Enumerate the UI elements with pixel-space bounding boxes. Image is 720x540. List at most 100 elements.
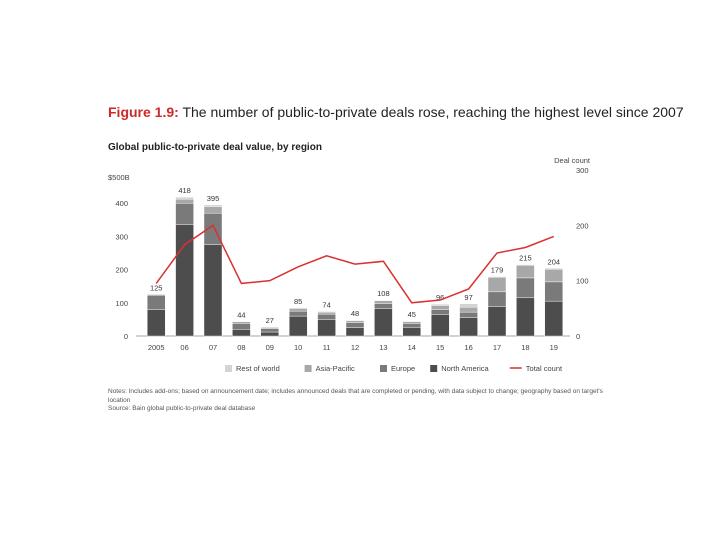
bar-segment-asia-pacific: [146, 294, 166, 296]
bar-segment-asia-pacific: [544, 269, 563, 283]
bar-total-label: 125: [150, 284, 163, 293]
legend-swatch-asia-pacific: [304, 365, 312, 372]
bar-segment-europe: [374, 303, 393, 309]
bar-segment-europe: [516, 277, 535, 299]
bar-segment-asia-pacific: [175, 199, 194, 204]
bar-segment-asia-pacific: [374, 300, 393, 304]
bar-segment-north-america: [260, 331, 279, 337]
bar-segment-north-america: [402, 327, 421, 337]
legend-label: Total count: [526, 364, 563, 373]
bar-segment-asia-pacific: [459, 306, 478, 313]
bar-segment-asia-pacific: [203, 206, 223, 214]
bar-segment-rest-of-world: [175, 197, 194, 200]
bar-segment-europe: [175, 202, 194, 225]
legend-label: Europe: [391, 364, 415, 373]
bar-total-label: 204: [548, 257, 561, 266]
bar-segment-asia-pacific: [317, 311, 336, 315]
bar-segment-north-america: [317, 319, 336, 337]
legend-swatch-rest-of-world: [225, 365, 232, 372]
x-tick-label: 09: [266, 343, 274, 352]
chart-notes: Notes: Includes add-ons; based on announ…: [108, 388, 608, 414]
figure-number: Figure 1.9:: [108, 104, 179, 120]
source-text: Source: Bain global public-to-private de…: [108, 405, 256, 412]
y2-tick-label: 300: [576, 166, 589, 175]
bar-segment-europe: [459, 311, 478, 318]
bar-segment-asia-pacific: [345, 320, 365, 323]
bar-total-label: 85: [294, 297, 302, 306]
y2-tick-label: 100: [576, 277, 589, 286]
bar-segment-europe: [487, 291, 507, 307]
y-tick-label: 100: [115, 299, 128, 308]
bar-total-label: 97: [464, 293, 472, 302]
bar-segment-rest-of-world: [431, 303, 450, 306]
bar-segment-rest-of-world: [487, 276, 507, 278]
bar-segment-north-america: [431, 314, 450, 337]
bar-segment-north-america: [487, 306, 507, 337]
bar-segment-europe: [544, 281, 563, 302]
bar-segment-north-america: [289, 315, 308, 337]
legend-swatch-north-america: [430, 365, 438, 372]
bar-segment-north-america: [175, 224, 194, 337]
bar-segment-asia-pacific: [289, 308, 308, 312]
total-count-line: [155, 224, 555, 304]
x-tick-label: 2005: [148, 343, 165, 352]
bar-segment-rest-of-world: [402, 320, 421, 322]
bar-total-label: 418: [178, 186, 191, 195]
x-tick-label: 16: [464, 343, 472, 352]
bar-segment-europe: [402, 323, 421, 328]
bar-total-label: 74: [322, 300, 330, 309]
bar-total-label: 48: [351, 309, 359, 318]
bar-total-label: 45: [408, 310, 416, 319]
bar-total-label: 96: [436, 293, 444, 302]
bar-segment-europe: [289, 310, 308, 317]
x-tick-label: 07: [209, 343, 217, 352]
bar-segment-rest-of-world: [459, 303, 478, 308]
bar-segment-asia-pacific: [232, 321, 251, 324]
bar-segment-rest-of-world: [516, 264, 535, 266]
y-axis-label: $500B: [108, 173, 130, 182]
x-tick-label: 11: [323, 343, 331, 352]
chart-title: Global public-to-private deal value, by …: [108, 142, 322, 153]
bar-segment-north-america: [146, 309, 166, 337]
bar-total-label: 108: [377, 289, 390, 298]
x-tick-label: 14: [408, 343, 416, 352]
y-tick-label: 0: [124, 332, 128, 341]
x-tick-label: 15: [436, 343, 444, 352]
y2-tick-label: 0: [576, 332, 580, 341]
bar-segment-europe: [146, 294, 166, 310]
x-tick-label: 10: [294, 343, 302, 352]
notes-text: Notes: Includes add-ons; based on announ…: [108, 388, 603, 404]
x-tick-label: 13: [379, 343, 387, 352]
bar-total-label: 27: [266, 316, 274, 325]
figure-title: Figure 1.9: The number of public-to-priv…: [108, 104, 708, 120]
y-tick-label: 400: [115, 199, 128, 208]
bar-segment-north-america: [459, 317, 478, 337]
y-tick-label: 300: [115, 232, 128, 241]
bar-segment-rest-of-world: [374, 299, 393, 302]
figure-title-text: The number of public-to-private deals ro…: [182, 104, 684, 120]
bar-segment-north-america: [544, 300, 563, 337]
bar-total-label: 215: [519, 254, 532, 263]
y-tick-label: 200: [115, 266, 128, 275]
bar-segment-rest-of-world: [345, 319, 365, 321]
bar-segment-rest-of-world: [317, 311, 336, 313]
bar-segment-asia-pacific: [431, 305, 450, 310]
bar-segment-rest-of-world: [544, 268, 563, 270]
x-tick-label: 19: [550, 343, 558, 352]
bar-segment-north-america: [232, 329, 251, 337]
x-tick-label: 12: [351, 343, 359, 352]
x-tick-label: 18: [521, 343, 529, 352]
bar-segment-north-america: [345, 327, 365, 337]
bar-segment-europe: [232, 323, 251, 330]
bar-segment-rest-of-world: [203, 204, 223, 207]
bar-segment-asia-pacific: [516, 265, 535, 279]
bar-segment-europe: [431, 309, 450, 315]
bar-segment-asia-pacific: [402, 321, 421, 324]
bar-segment-north-america: [374, 308, 393, 337]
legend-label: North America: [441, 364, 489, 373]
bar-segment-north-america: [516, 297, 535, 337]
bar-segment-europe: [317, 313, 336, 320]
bar-total-label: 395: [207, 194, 220, 203]
bar-total-label: 44: [237, 310, 245, 319]
